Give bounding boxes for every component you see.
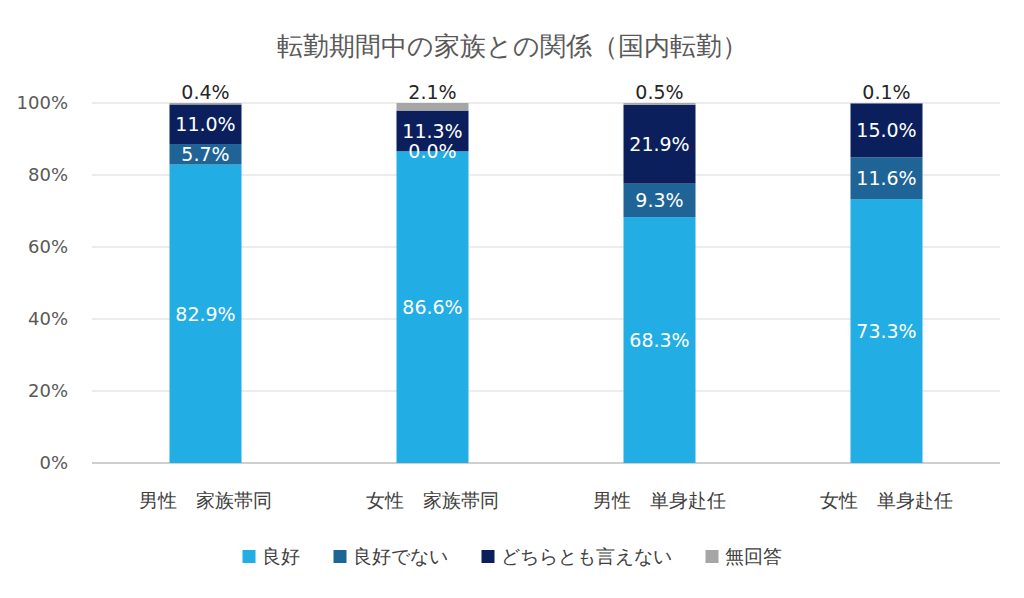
grid — [92, 103, 1000, 463]
bar-segment — [170, 165, 242, 463]
data-label: 11.3% — [402, 120, 462, 142]
bar-segment — [851, 103, 923, 104]
data-label: 11.0% — [175, 113, 235, 135]
data-label: 0.4% — [181, 81, 229, 103]
y-tick-label: 100% — [17, 92, 68, 113]
legend-label: 良好でない — [353, 545, 448, 567]
bar-segment — [624, 217, 696, 463]
background — [0, 0, 1024, 598]
chart: 転勤期間中の家族との関係（国内転勤） 0% 20% 40% 60% 80% 100% 82.9… — [0, 0, 1024, 598]
legend: 良好 良好でない どちらとも言えない 無回答 — [243, 545, 782, 567]
data-label: 2.1% — [408, 81, 456, 103]
data-label: 0.0% — [408, 140, 456, 162]
x-tick-label: 女性 家族帯同 — [366, 489, 499, 511]
bar-segment — [624, 184, 696, 217]
data-label: 11.6% — [856, 167, 916, 189]
y-tick-label: 20% — [28, 380, 68, 401]
data-label: 0.1% — [862, 81, 910, 103]
data-labels: 82.9% 86.6% 68.3% 73.3% 5.7% 0.0% 9.3% 11.6% 11.… — [175, 81, 916, 351]
y-tick-label: 80% — [28, 164, 68, 185]
bar-segment — [851, 103, 923, 157]
data-label: 5.7% — [181, 143, 229, 165]
x-tick-label: 男性 単身赴任 — [593, 489, 726, 511]
legend-swatch — [243, 550, 256, 563]
legend-label: 良好 — [262, 545, 300, 567]
bar-segment — [851, 199, 923, 463]
y-tick-label: 0% — [39, 452, 68, 473]
data-label: 73.3% — [856, 320, 916, 342]
title: 転勤期間中の家族との関係（国内転勤） — [277, 31, 748, 61]
legend-swatch — [706, 550, 719, 563]
bar-segment — [170, 144, 242, 165]
bar-segment — [397, 103, 469, 111]
y-tick-label: 60% — [28, 236, 68, 257]
bar-segment — [624, 105, 696, 184]
bars — [170, 103, 923, 463]
x-tick-label: 男性 家族帯同 — [139, 489, 272, 511]
bar-segment — [851, 157, 923, 199]
bar-segment — [624, 103, 696, 105]
bar-segment — [170, 103, 242, 104]
data-label: 15.0% — [856, 119, 916, 141]
data-label: 82.9% — [175, 303, 235, 325]
x-tick-label: 女性 単身赴任 — [820, 489, 953, 511]
data-label: 9.3% — [635, 189, 683, 211]
data-label: 0.5% — [635, 81, 683, 103]
data-label: 86.6% — [402, 296, 462, 318]
bar-segment — [397, 151, 469, 463]
data-label: 21.9% — [629, 133, 689, 155]
y-tick-label: 40% — [28, 308, 68, 329]
legend-label: どちらとも言えない — [501, 545, 672, 567]
data-label: 68.3% — [629, 329, 689, 351]
page: {"chart_data": { "type": "bar", "title":… — [0, 0, 1024, 598]
bar-segment — [170, 104, 242, 144]
legend-swatch — [334, 550, 347, 563]
legend-swatch — [482, 550, 495, 563]
legend-label: 無回答 — [725, 545, 782, 567]
